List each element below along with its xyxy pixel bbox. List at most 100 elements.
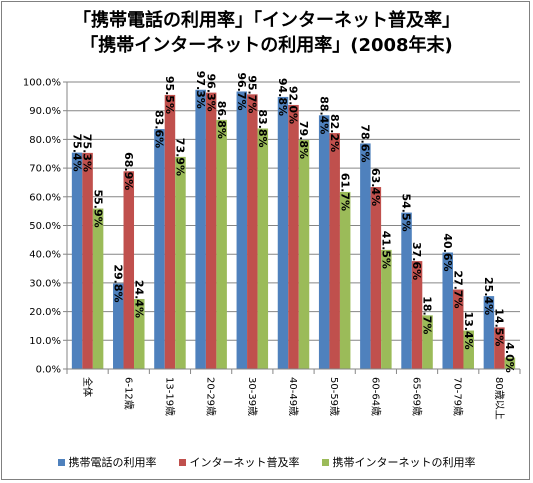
bar <box>442 252 453 369</box>
data-label: 97.3% <box>194 71 207 109</box>
data-label: 83.8% <box>256 109 269 147</box>
bar <box>401 212 412 369</box>
bar <box>318 115 330 370</box>
bar <box>123 171 135 369</box>
data-label: 40.6% <box>441 233 454 271</box>
y-tick-label: 80.0% <box>29 135 61 146</box>
data-label: 55.9% <box>91 189 104 227</box>
chart-title-line-1: 「携帯電話の利用率」「インターネット普及率」 <box>73 10 460 31</box>
bar <box>360 143 371 369</box>
bar <box>277 96 289 369</box>
y-tick-label: 10.0% <box>29 336 61 347</box>
bar <box>339 191 351 369</box>
bar <box>164 94 176 369</box>
y-tick-label: 90.0% <box>29 106 61 117</box>
y-tick-label: 30.0% <box>29 278 61 289</box>
bar <box>483 296 495 369</box>
data-label: 63.4% <box>369 168 382 206</box>
bar <box>381 249 392 369</box>
legend-swatch <box>321 458 329 466</box>
legend-item-mobile-phone: 携帯電話の利用率 <box>57 454 157 470</box>
bar <box>329 133 340 369</box>
chart-title: 「携帯電話の利用率」「インターネット普及率」 「携帯インターネットの利用率」(2… <box>0 8 533 58</box>
data-label: 61.7% <box>338 173 351 211</box>
y-tick-label: 20.0% <box>29 307 61 318</box>
bar <box>92 208 104 369</box>
data-label: 75.4% <box>70 134 83 172</box>
legend-label: 携帯インターネットの利用率 <box>332 456 476 469</box>
bar <box>504 357 516 369</box>
category-label: 全体 <box>81 377 94 397</box>
category-labels: 全体 6-12歳 13-19歳 20-29歳 30-39歳 40-49歳 50-59歳 60-… <box>81 377 505 420</box>
data-label: 18.7% <box>421 296 434 334</box>
y-tick-label: 70.0% <box>29 164 61 175</box>
y-tick-label: 50.0% <box>29 221 61 232</box>
bar <box>71 152 83 369</box>
category-label: 20-29歳 <box>205 377 217 416</box>
category-label: 30-39歳 <box>246 377 258 416</box>
bar <box>205 92 217 369</box>
legend-label: インターネット普及率 <box>189 456 300 469</box>
data-label: 86.8% <box>215 101 228 139</box>
data-label: 94.8% <box>276 78 289 116</box>
bar <box>463 330 474 369</box>
legend: 携帯電話の利用率 インターネット普及率 携帯インターネットの利用率 <box>0 454 533 470</box>
bars <box>71 89 516 370</box>
bar <box>257 128 269 369</box>
data-label: 54.5% <box>400 193 413 231</box>
data-label: 14.5% <box>493 308 506 346</box>
data-label: 96.3% <box>204 74 217 112</box>
data-label: 13.4% <box>462 311 475 349</box>
data-label: 82.2% <box>328 114 341 152</box>
data-label: 95.5% <box>163 76 176 114</box>
bar <box>370 187 382 369</box>
bar <box>216 119 227 369</box>
category-label: 70-79歳 <box>452 377 464 416</box>
bar <box>175 156 186 369</box>
y-tick-label: 0.0% <box>36 365 61 376</box>
bar <box>247 94 258 369</box>
legend-label: 携帯電話の利用率 <box>68 456 157 469</box>
bar <box>134 298 145 369</box>
data-label: 75.3% <box>81 134 94 172</box>
data-label: 73.9% <box>174 138 187 176</box>
axes <box>63 81 521 374</box>
bar <box>195 89 206 370</box>
category-label: 6-12歳 <box>122 377 134 410</box>
category-label: 65-69歳 <box>411 377 423 416</box>
data-label: 92.0% <box>287 86 300 124</box>
category-label: 13-19歳 <box>163 377 175 416</box>
bar <box>422 315 433 369</box>
bar <box>452 289 464 369</box>
data-label: 25.4% <box>482 277 495 315</box>
bar <box>298 139 310 369</box>
bar <box>494 327 505 369</box>
legend-swatch <box>178 458 186 466</box>
category-label: 80歳以上 <box>493 377 505 420</box>
category-label: 40-49歳 <box>287 377 299 416</box>
y-tick-label: 100.0% <box>23 78 61 89</box>
y-tick-label: 40.0% <box>29 250 61 261</box>
bar <box>236 91 248 369</box>
bar <box>411 261 423 369</box>
data-label: 27.7% <box>451 270 464 308</box>
data-label: 24.4% <box>132 280 145 318</box>
bar <box>154 129 165 369</box>
data-labels: 75.4% 29.8% 83.6% 97.3% 96.7% 94.8% 88.4% 78.6%… <box>70 71 516 373</box>
category-label: 50-59歳 <box>328 377 340 416</box>
legend-swatch <box>57 458 65 466</box>
data-label: 29.8% <box>111 264 124 302</box>
data-label: 68.9% <box>122 152 135 190</box>
legend-item-internet: インターネット普及率 <box>178 454 300 470</box>
legend-item-mobile-internet: 携帯インターネットの利用率 <box>321 454 476 470</box>
data-label: 88.4% <box>317 96 330 134</box>
data-label: 4.0% <box>503 342 516 373</box>
bar <box>82 152 93 369</box>
data-label: 78.6% <box>359 124 372 162</box>
category-label: 60-64歳 <box>369 377 381 416</box>
y-tick-labels: 0.0% 10.0% 20.0% 30.0% 40.0% 50.0% 60.0% 70.0% 8… <box>23 78 61 376</box>
data-label: 96.7% <box>235 72 248 110</box>
y-tick-label: 60.0% <box>29 192 61 203</box>
chart-title-line-2: 「携帯インターネットの利用率」(2008年末) <box>80 35 453 56</box>
